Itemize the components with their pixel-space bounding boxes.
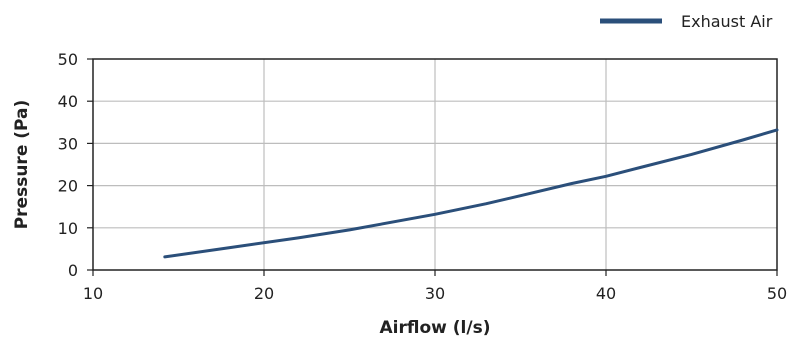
x-axis-ticks: 10 20 30 40 50 <box>83 270 787 303</box>
legend-label-exhaust-air: Exhaust Air <box>681 12 773 31</box>
y-tick-label: 20 <box>58 177 78 196</box>
y-tick-label: 50 <box>58 50 78 69</box>
y-tick-label: 10 <box>58 219 78 238</box>
series-line-exhaust-air <box>163 128 779 259</box>
legend: Exhaust Air <box>600 12 773 31</box>
y-tick-label: 30 <box>58 134 78 153</box>
grid <box>93 59 777 270</box>
x-tick-label: 10 <box>83 284 103 303</box>
x-tick-label: 50 <box>767 284 787 303</box>
y-axis-title: Pressure (Pa) <box>12 100 32 230</box>
y-axis-ticks: 0 10 20 30 40 50 <box>58 50 93 280</box>
y-tick-label: 0 <box>68 261 78 280</box>
x-tick-label: 40 <box>596 284 616 303</box>
x-axis-title: Airflow (l/s) <box>380 318 491 338</box>
series-layer <box>163 128 779 259</box>
x-tick-label: 20 <box>254 284 274 303</box>
x-tick-label: 30 <box>425 284 445 303</box>
y-tick-label: 40 <box>58 92 78 111</box>
